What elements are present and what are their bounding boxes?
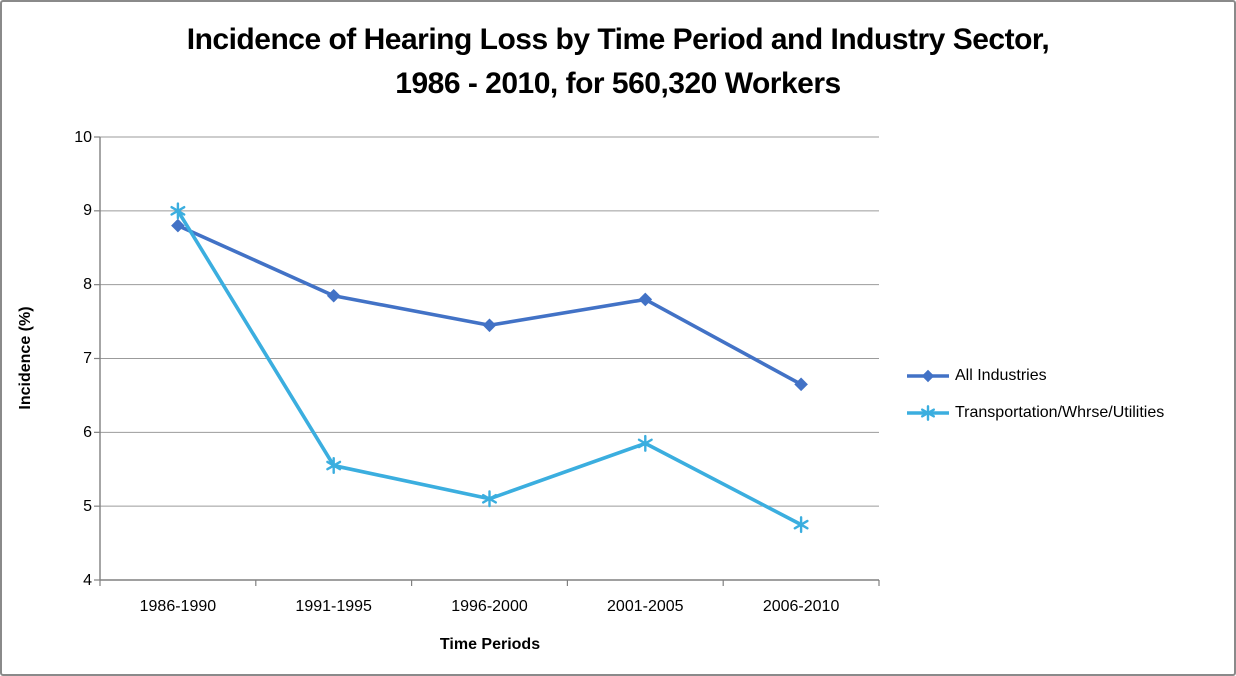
diamond-marker — [326, 288, 341, 303]
chart-title-line1: Incidence of Hearing Loss by Time Period… — [186, 23, 1050, 56]
legend-item-0: All Industries — [907, 357, 1164, 394]
chart-title-line2: 1986 - 2010, for 560,320 Workers — [395, 67, 841, 100]
asterisk-marker — [920, 407, 936, 418]
diamond-marker — [921, 369, 935, 382]
x-tick-label: 2006-2010 — [762, 598, 840, 615]
y-axis-title: Incidence (%) — [17, 306, 34, 410]
x-tick-label: 1986-1990 — [139, 598, 217, 615]
y-tick-label: 10 — [74, 128, 92, 146]
legend-item-1: Transportation/Whrse/Utilities — [907, 394, 1164, 431]
x-tick-label: 2001-2005 — [607, 598, 684, 615]
diamond-marker — [794, 377, 808, 392]
y-tick-label: 4 — [83, 571, 92, 589]
series-line-1 — [176, 209, 803, 527]
asterisk-marker — [326, 460, 342, 471]
x-tick-label: 1996-2000 — [451, 598, 528, 615]
asterisk-marker — [170, 205, 186, 216]
y-tick-label: 7 — [83, 350, 92, 367]
x-tick-label: 1991-1995 — [295, 598, 372, 615]
legend-label: Transportation/Whrse/Utilities — [955, 403, 1165, 421]
asterisk-marker — [481, 493, 498, 504]
legend-label: All Industries — [955, 366, 1047, 384]
y-tick-label: 5 — [83, 497, 92, 515]
chart-title: Incidence of Hearing Loss by Time Period… — [2, 18, 1234, 106]
legend-marker — [907, 404, 949, 421]
diamond-marker — [482, 318, 497, 333]
y-tick-label: 9 — [83, 202, 92, 220]
diamond-marker — [171, 218, 185, 233]
legend-marker — [907, 369, 949, 382]
diamond-marker — [638, 292, 653, 307]
asterisk-marker — [793, 519, 809, 530]
x-axis-title: Time Periods — [439, 636, 541, 653]
asterisk-marker — [637, 438, 653, 449]
legend: All Industries Transportation/Whrse/Utili… — [907, 357, 1164, 431]
y-tick-label: 6 — [83, 423, 92, 441]
y-tick-label: 8 — [83, 276, 92, 294]
